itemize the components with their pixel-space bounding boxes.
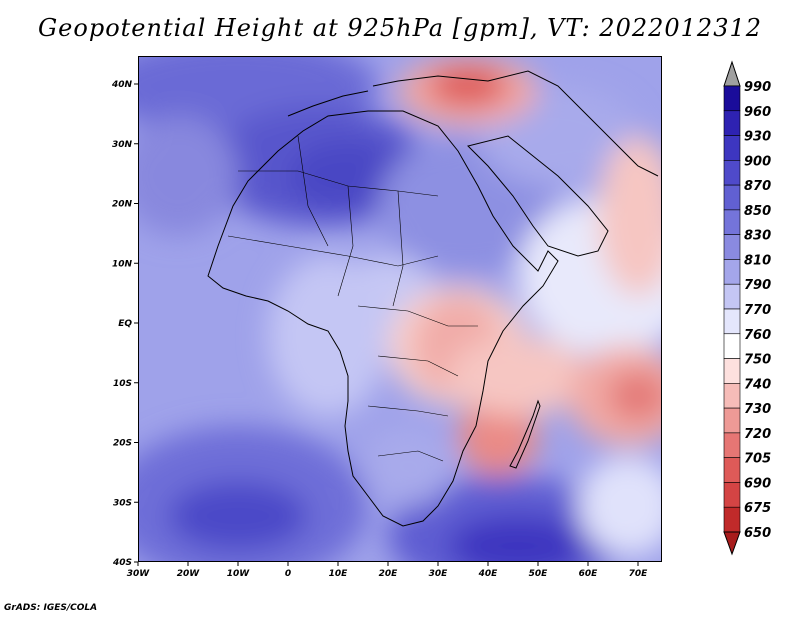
lat-tick-label: 20N — [112, 200, 133, 210]
lat-tick-label: 30S — [113, 498, 132, 508]
geopotential-map — [138, 56, 662, 562]
colorbar-top-triangle — [723, 60, 741, 87]
map-frame — [138, 56, 662, 562]
lon-tick-label: 60E — [579, 569, 599, 579]
colorbar-box — [723, 234, 741, 260]
lon-tick-label: 10E — [329, 569, 349, 579]
longitude-axis: 30W 20W 10W 0 10E 20E 30E 40E 50E 60E 70E — [127, 562, 648, 579]
lon-tick-label: 50E — [529, 569, 549, 579]
map-panel — [138, 56, 662, 562]
lon-tick-label: 30W — [127, 569, 151, 579]
colorbar-level-label: 675 — [744, 501, 771, 516]
colorbar-level-label: 870 — [744, 179, 771, 194]
colorbar-box — [723, 110, 741, 136]
map-title: Geopotential Height at 925hPa [gpm], VT:… — [38, 14, 762, 42]
eurasia-coastline — [372, 70, 659, 177]
colorbar-box — [723, 506, 741, 533]
colorbar-box — [723, 85, 741, 112]
height-field — [138, 56, 662, 562]
lon-tick-label: 20E — [379, 569, 399, 579]
colorbar-level-label: 730 — [744, 402, 771, 417]
arabia-coastline — [467, 135, 609, 257]
iberia-coastline — [287, 90, 369, 117]
lat-tick-label: 10N — [112, 259, 133, 269]
colorbar-box — [723, 383, 741, 409]
colorbar-level-label: 810 — [744, 253, 771, 268]
africa-coastline — [207, 110, 559, 527]
colorbar-level-label: 850 — [744, 204, 771, 219]
colorbar-level-label: 705 — [744, 452, 771, 467]
lon-tick-label: 70E — [629, 569, 649, 579]
colorbar-box — [723, 283, 741, 310]
colorbar-box — [723, 184, 741, 211]
colorbar-bottom-triangle — [723, 531, 741, 556]
colorbar-level-label: 720 — [744, 427, 771, 442]
colorbar-box — [723, 160, 741, 186]
coastlines — [207, 70, 659, 527]
colorbar-box — [723, 482, 741, 508]
lon-tick-label: 0 — [285, 569, 291, 579]
colorbar: 990 960 930 900 870 850 830 810 790 770 760 750 740 7… — [723, 60, 771, 556]
lon-tick-label: 10W — [227, 569, 251, 579]
lat-tick-label: 30N — [112, 140, 133, 150]
colorbar-level-label: 650 — [744, 526, 771, 541]
colorbar-level-label: 930 — [744, 130, 771, 145]
colorbar-box — [723, 457, 741, 483]
lat-tick-label: 10S — [113, 379, 132, 389]
lon-tick-label: 20W — [177, 569, 201, 579]
colorbar-box — [723, 209, 741, 235]
colorbar-box — [723, 308, 741, 335]
lat-tick-label: 40N — [111, 80, 133, 90]
colorbar-box — [723, 407, 741, 434]
lat-tick-label: EQ — [118, 319, 132, 329]
colorbar-level-label: 900 — [744, 154, 771, 169]
lon-tick-label: 30E — [429, 569, 449, 579]
lat-tick-label: 20S — [113, 439, 132, 449]
lon-tick-label: 40E — [478, 569, 499, 579]
colorbar-box — [723, 358, 741, 384]
madagascar-coastline — [509, 399, 541, 469]
colorbar-level-label: 750 — [744, 353, 771, 368]
borders — [227, 135, 478, 462]
colorbar-box — [723, 259, 741, 285]
colorbar-box — [723, 135, 741, 161]
latitude-axis: 40N 30N 20N 10N EQ 10S 20S 30S 40S — [111, 80, 138, 568]
colorbar-level-label: 760 — [744, 328, 771, 343]
colorbar-box — [723, 432, 741, 458]
colorbar-box — [723, 333, 741, 359]
colorbar-level-label: 790 — [744, 278, 771, 293]
colorbar-level-label: 990 — [744, 80, 771, 95]
credit-label: GrADS: IGES/COLA — [4, 603, 98, 613]
colorbar-level-label: 960 — [744, 105, 771, 120]
colorbar-level-label: 770 — [744, 303, 771, 318]
colorbar-level-label: 690 — [744, 476, 771, 491]
colorbar-level-label: 830 — [744, 229, 771, 244]
colorbar-level-label: 740 — [744, 377, 771, 392]
lat-tick-label: 40S — [112, 558, 132, 568]
